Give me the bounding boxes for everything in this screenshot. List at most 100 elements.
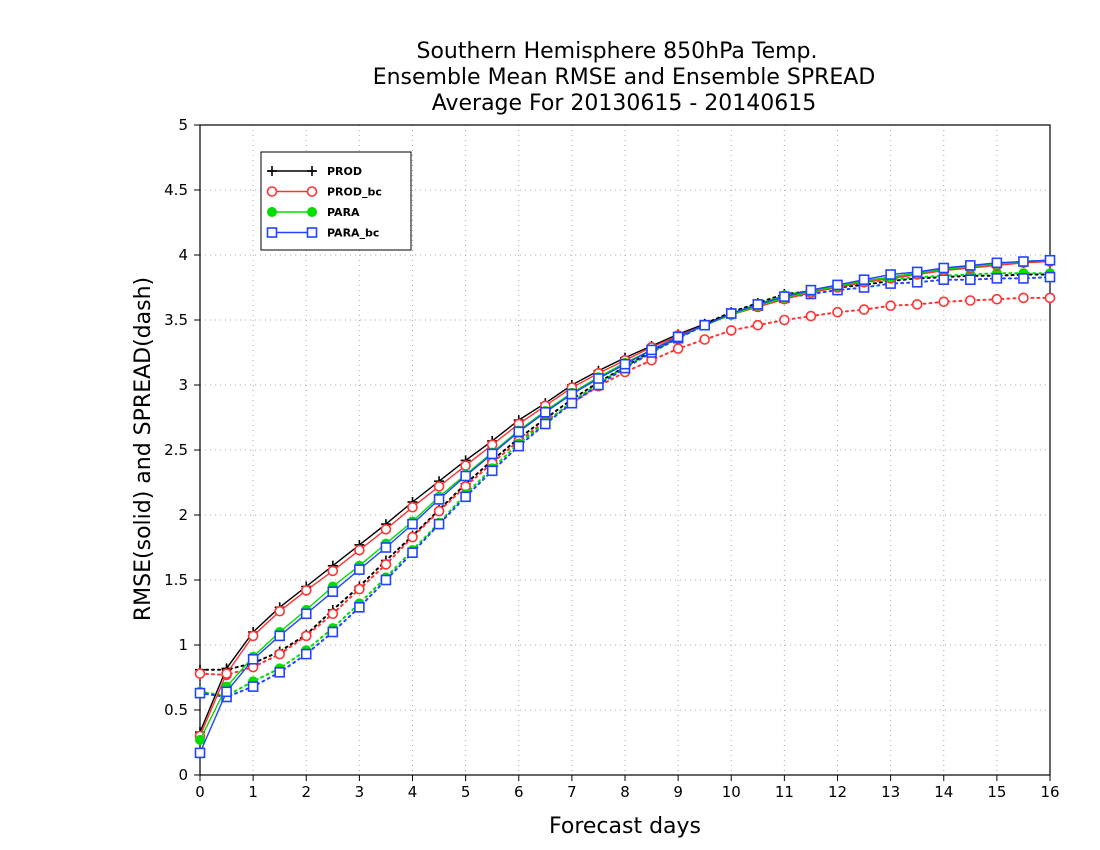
data-point [327,565,339,577]
y-tick-label: 3 [178,376,188,394]
x-tick-label: 2 [301,783,311,801]
data-point [1044,271,1056,283]
title-line-2: Ensemble Mean RMSE and Ensemble SPREAD [373,65,876,90]
data-point [327,626,339,638]
x-tick-label: 3 [355,783,365,801]
y-tick-label: 2 [178,506,188,524]
x-tick-label: 10 [722,783,741,801]
chart-title: Southern Hemisphere 850hPa Temp. Ensembl… [373,39,876,116]
x-tick-label: 14 [934,783,953,801]
data-point [699,334,710,345]
data-point [327,586,339,598]
data-point [725,325,737,336]
x-tick-label: 4 [408,783,418,801]
data-point [593,373,604,384]
series-line [199,259,1051,754]
x-tick-label: 9 [673,783,683,801]
legend-box [260,151,412,251]
data-point [965,274,976,286]
x-tick-label: 5 [461,783,471,801]
data-point [619,358,631,370]
data-point [274,666,285,678]
data-point [938,262,950,274]
legend-label: PARA_bc [327,227,379,240]
data-point [885,269,896,280]
data-point [354,564,365,575]
data-point [566,388,578,400]
legend-label: PROD [327,165,362,178]
data-point [486,448,498,460]
legend-marker [267,207,277,217]
series-para-bc [194,254,1056,759]
series-prod-bc-spread [194,292,1056,681]
data-point [832,306,843,318]
series-para-bc-spread [194,271,1056,703]
data-point [300,648,312,660]
data-point [247,681,259,692]
data-point [300,585,312,596]
data-point [460,460,471,471]
data-point [805,310,817,322]
x-tick-label: 0 [195,783,205,801]
y-axis-label: RMSE(solid) and SPREAD(dash) [131,277,156,621]
data-point [221,686,232,698]
legend-label: PROD_bc [327,186,382,199]
data-point [911,266,923,278]
data-point [513,440,525,452]
series-line [199,273,1051,671]
data-point [407,518,418,530]
data-point [513,426,525,438]
data-point [221,668,232,679]
data-point [380,559,392,570]
x-tick-label: 8 [620,783,630,801]
series-line [199,272,1051,697]
legend-marker [266,227,278,238]
title-line-1: Southern Hemisphere 850hPa Temp. [417,39,818,64]
data-point [805,284,817,296]
data-point [858,274,870,286]
y-tick-label: 5 [178,116,188,134]
legend-marker [306,186,318,197]
data-point [274,605,285,617]
data-point [433,518,445,530]
data-point [1044,254,1056,266]
data-point [274,630,285,642]
data-point [832,279,843,291]
legend-marker [307,166,317,176]
data-point [194,668,206,679]
data-point [327,608,339,620]
series-prod [195,255,1055,738]
x-tick-label: 13 [881,783,900,801]
data-point [938,296,950,308]
data-point [672,331,684,343]
data-point [354,601,365,613]
data-point [247,653,259,665]
data-series [194,254,1056,759]
data-point [938,274,950,286]
y-tick-label: 1 [178,636,188,654]
data-point [380,574,392,586]
data-point [300,608,312,620]
legend-marker [266,186,278,197]
y-tick-label: 2.5 [164,441,188,459]
data-point [460,470,471,482]
x-tick-label: 6 [514,783,524,801]
axis-ticks: 0 1 2 3 4 5 6 7 8 9 10 11 12 13 14 15 1600.511.522.533.5… [164,116,1059,801]
data-point [354,583,365,595]
x-tick-label: 11 [775,783,794,801]
legend-item: PARA [267,206,360,219]
grid-lines [200,125,1050,775]
data-point [1018,256,1029,267]
legend-items: PROD PROD_bc PARA PARA_bc [266,165,382,240]
x-tick-label: 12 [828,783,847,801]
data-point [433,481,445,492]
legend-label: PARA [327,206,360,219]
data-point [752,319,764,331]
data-point [911,299,923,310]
data-point [540,418,551,430]
data-point [752,299,764,310]
data-point [991,273,1003,284]
data-point [247,630,259,642]
x-tick-label: 15 [987,783,1006,801]
